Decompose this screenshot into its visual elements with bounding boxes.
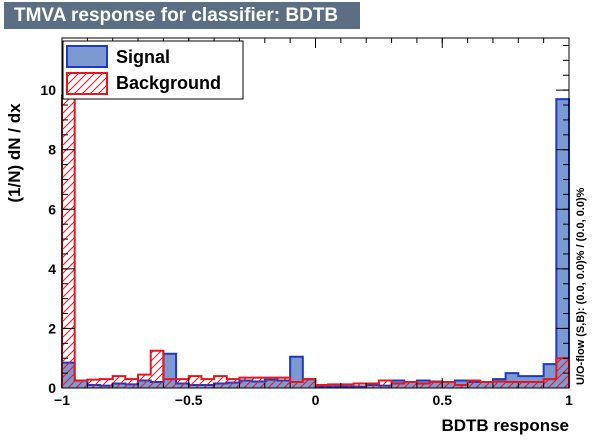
x-tick-label: −1 xyxy=(54,392,70,408)
background-bar xyxy=(277,377,291,388)
background-bar xyxy=(302,379,316,388)
background-bar xyxy=(404,382,417,388)
background-bar xyxy=(87,379,101,388)
background-bar xyxy=(328,384,341,388)
background-bar xyxy=(416,383,430,388)
legend-signal-label: Signal xyxy=(116,47,170,67)
y-tick-label: 4 xyxy=(48,261,56,277)
background-bar xyxy=(62,96,75,388)
x-tick-label: 0 xyxy=(312,392,320,408)
background-bar xyxy=(264,377,278,388)
background-bar xyxy=(214,376,227,388)
background-bar xyxy=(467,380,481,388)
background-bar xyxy=(442,382,455,388)
background-bar xyxy=(429,382,443,388)
y-tick-label: 10 xyxy=(40,82,56,98)
background-bar xyxy=(315,385,329,388)
background-bar xyxy=(100,379,113,388)
x-tick-label: −0.5 xyxy=(175,392,203,408)
signal-bar xyxy=(556,99,569,388)
background-bar xyxy=(252,377,265,388)
background-bar xyxy=(505,382,519,388)
x-axis-label: BDTB response xyxy=(441,416,569,435)
background-bar xyxy=(543,379,557,388)
background-bar xyxy=(378,380,392,388)
background-bar xyxy=(188,376,202,388)
legend: Signal Background xyxy=(62,40,244,100)
y-tick-label: 6 xyxy=(48,201,56,217)
background-bar xyxy=(391,383,405,388)
background-bar xyxy=(138,374,151,388)
background-bar xyxy=(480,382,493,388)
background-bar xyxy=(290,382,303,388)
legend-background-swatch xyxy=(66,72,108,95)
background-bar xyxy=(366,383,379,388)
background-bar xyxy=(530,382,544,388)
background-bar xyxy=(454,385,468,388)
signal-bar xyxy=(290,356,303,388)
background-bar xyxy=(112,376,126,388)
background-bar xyxy=(201,379,215,388)
background-bar xyxy=(125,379,139,388)
background-bar xyxy=(150,350,164,388)
y-tick-label: 8 xyxy=(48,142,56,158)
legend-background-label: Background xyxy=(116,73,221,93)
background-bar xyxy=(226,379,240,388)
x-tick-label: 0.5 xyxy=(433,392,453,408)
y-tick-label: 0 xyxy=(48,380,56,396)
background-bar xyxy=(492,381,506,388)
background-bar xyxy=(239,377,253,388)
chart-title: TMVA response for classifier: BDTB xyxy=(4,2,360,29)
background-bar xyxy=(340,384,354,388)
background-bar xyxy=(176,379,189,388)
y-tick-label: 2 xyxy=(48,320,56,336)
overflow-note: U/O-flow (S,B): (0.0, 0.0)% / (0.0, 0.0)… xyxy=(575,187,587,385)
x-tick-label: 1 xyxy=(565,392,573,408)
background-bar xyxy=(353,383,367,388)
legend-signal-swatch xyxy=(66,45,108,68)
background-bar xyxy=(74,380,88,388)
background-bar xyxy=(518,382,531,388)
background-bar xyxy=(556,358,569,388)
background-bar xyxy=(163,379,177,388)
y-axis-label: (1/N) dN / dx xyxy=(5,103,24,203)
